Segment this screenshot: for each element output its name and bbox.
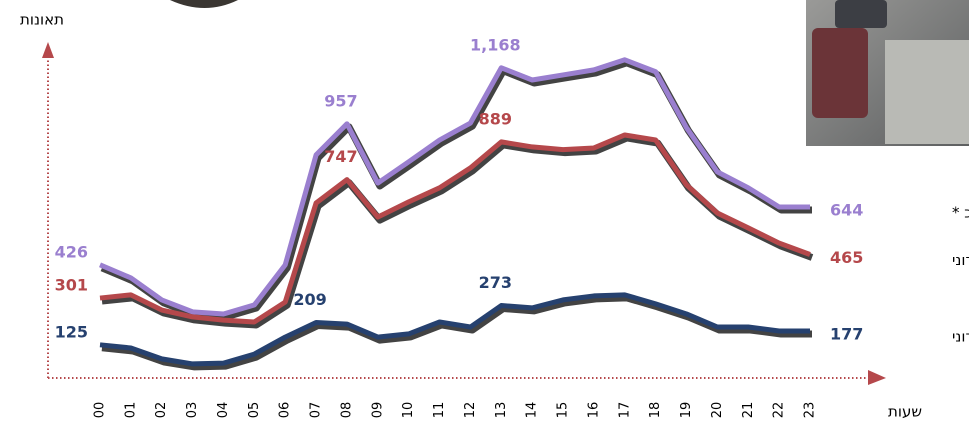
line-shadow bbox=[102, 298, 812, 367]
value-label: 273 bbox=[479, 273, 512, 292]
x-tick-label: 10 bbox=[401, 402, 416, 419]
photo-car bbox=[835, 0, 887, 28]
x-tick-label: 21 bbox=[741, 402, 756, 419]
photo-road bbox=[885, 40, 969, 144]
x-tick-label: 09 bbox=[370, 402, 385, 419]
x-tick-label: 22 bbox=[772, 402, 787, 419]
value-label: 465 bbox=[830, 248, 863, 267]
legend-label: בינעירוני bbox=[952, 327, 969, 345]
value-label: 426 bbox=[55, 242, 88, 261]
x-axis-arrow bbox=[868, 370, 886, 385]
x-tick-label: 16 bbox=[586, 402, 601, 419]
x-tick-label: 11 bbox=[432, 402, 447, 419]
x-tick-label: 02 bbox=[154, 402, 169, 419]
x-tick-label: 03 bbox=[185, 402, 200, 419]
x-tick-label: 05 bbox=[247, 402, 262, 419]
x-tick-label: 00 bbox=[93, 402, 108, 419]
x-tick-label: 18 bbox=[648, 402, 663, 419]
x-tick-label: 13 bbox=[494, 402, 509, 419]
x-tick-label: 08 bbox=[339, 402, 354, 419]
line bbox=[100, 60, 810, 314]
x-tick-label: 23 bbox=[803, 402, 818, 419]
x-tick-label: 12 bbox=[463, 402, 478, 419]
legend-label: עירוני bbox=[952, 251, 969, 269]
x-tick-label: 04 bbox=[216, 402, 231, 419]
legend-label: סה"כ * bbox=[952, 203, 969, 221]
x-tick-label: 19 bbox=[679, 402, 694, 419]
x-tick-label: 17 bbox=[617, 402, 632, 419]
x-tick-label: 15 bbox=[556, 402, 571, 419]
x-tick-label: 07 bbox=[309, 402, 324, 419]
photo-fragment bbox=[170, 0, 238, 8]
value-label: 889 bbox=[479, 109, 512, 128]
line-shadow bbox=[102, 138, 812, 325]
x-tick-label: 06 bbox=[278, 402, 293, 419]
photo-car bbox=[812, 28, 868, 118]
value-label: 125 bbox=[55, 322, 88, 341]
value-label: 1,168 bbox=[470, 35, 521, 54]
value-label: 177 bbox=[830, 324, 863, 343]
line-shadow bbox=[102, 63, 812, 317]
value-label: 301 bbox=[55, 276, 88, 295]
value-label: 747 bbox=[324, 147, 357, 166]
x-tick-label: 01 bbox=[123, 402, 138, 419]
value-label: 957 bbox=[324, 91, 357, 110]
value-label: 209 bbox=[293, 290, 326, 309]
chart: תאונות שעות 00 01 02 03 04 05 06 07 08 09 10 11 12 13… bbox=[0, 0, 969, 429]
x-axis-label: שעות bbox=[888, 403, 922, 421]
x-tick-label: 20 bbox=[710, 402, 725, 419]
x-tick-label: 14 bbox=[525, 402, 540, 419]
value-label: 644 bbox=[830, 200, 863, 219]
page: תאונות שעות 00 01 02 03 04 05 06 07 08 09 10 11 12 13… bbox=[0, 0, 969, 429]
y-axis-arrow bbox=[42, 42, 54, 58]
line bbox=[100, 135, 810, 322]
y-axis-label: תאונות bbox=[20, 11, 64, 29]
